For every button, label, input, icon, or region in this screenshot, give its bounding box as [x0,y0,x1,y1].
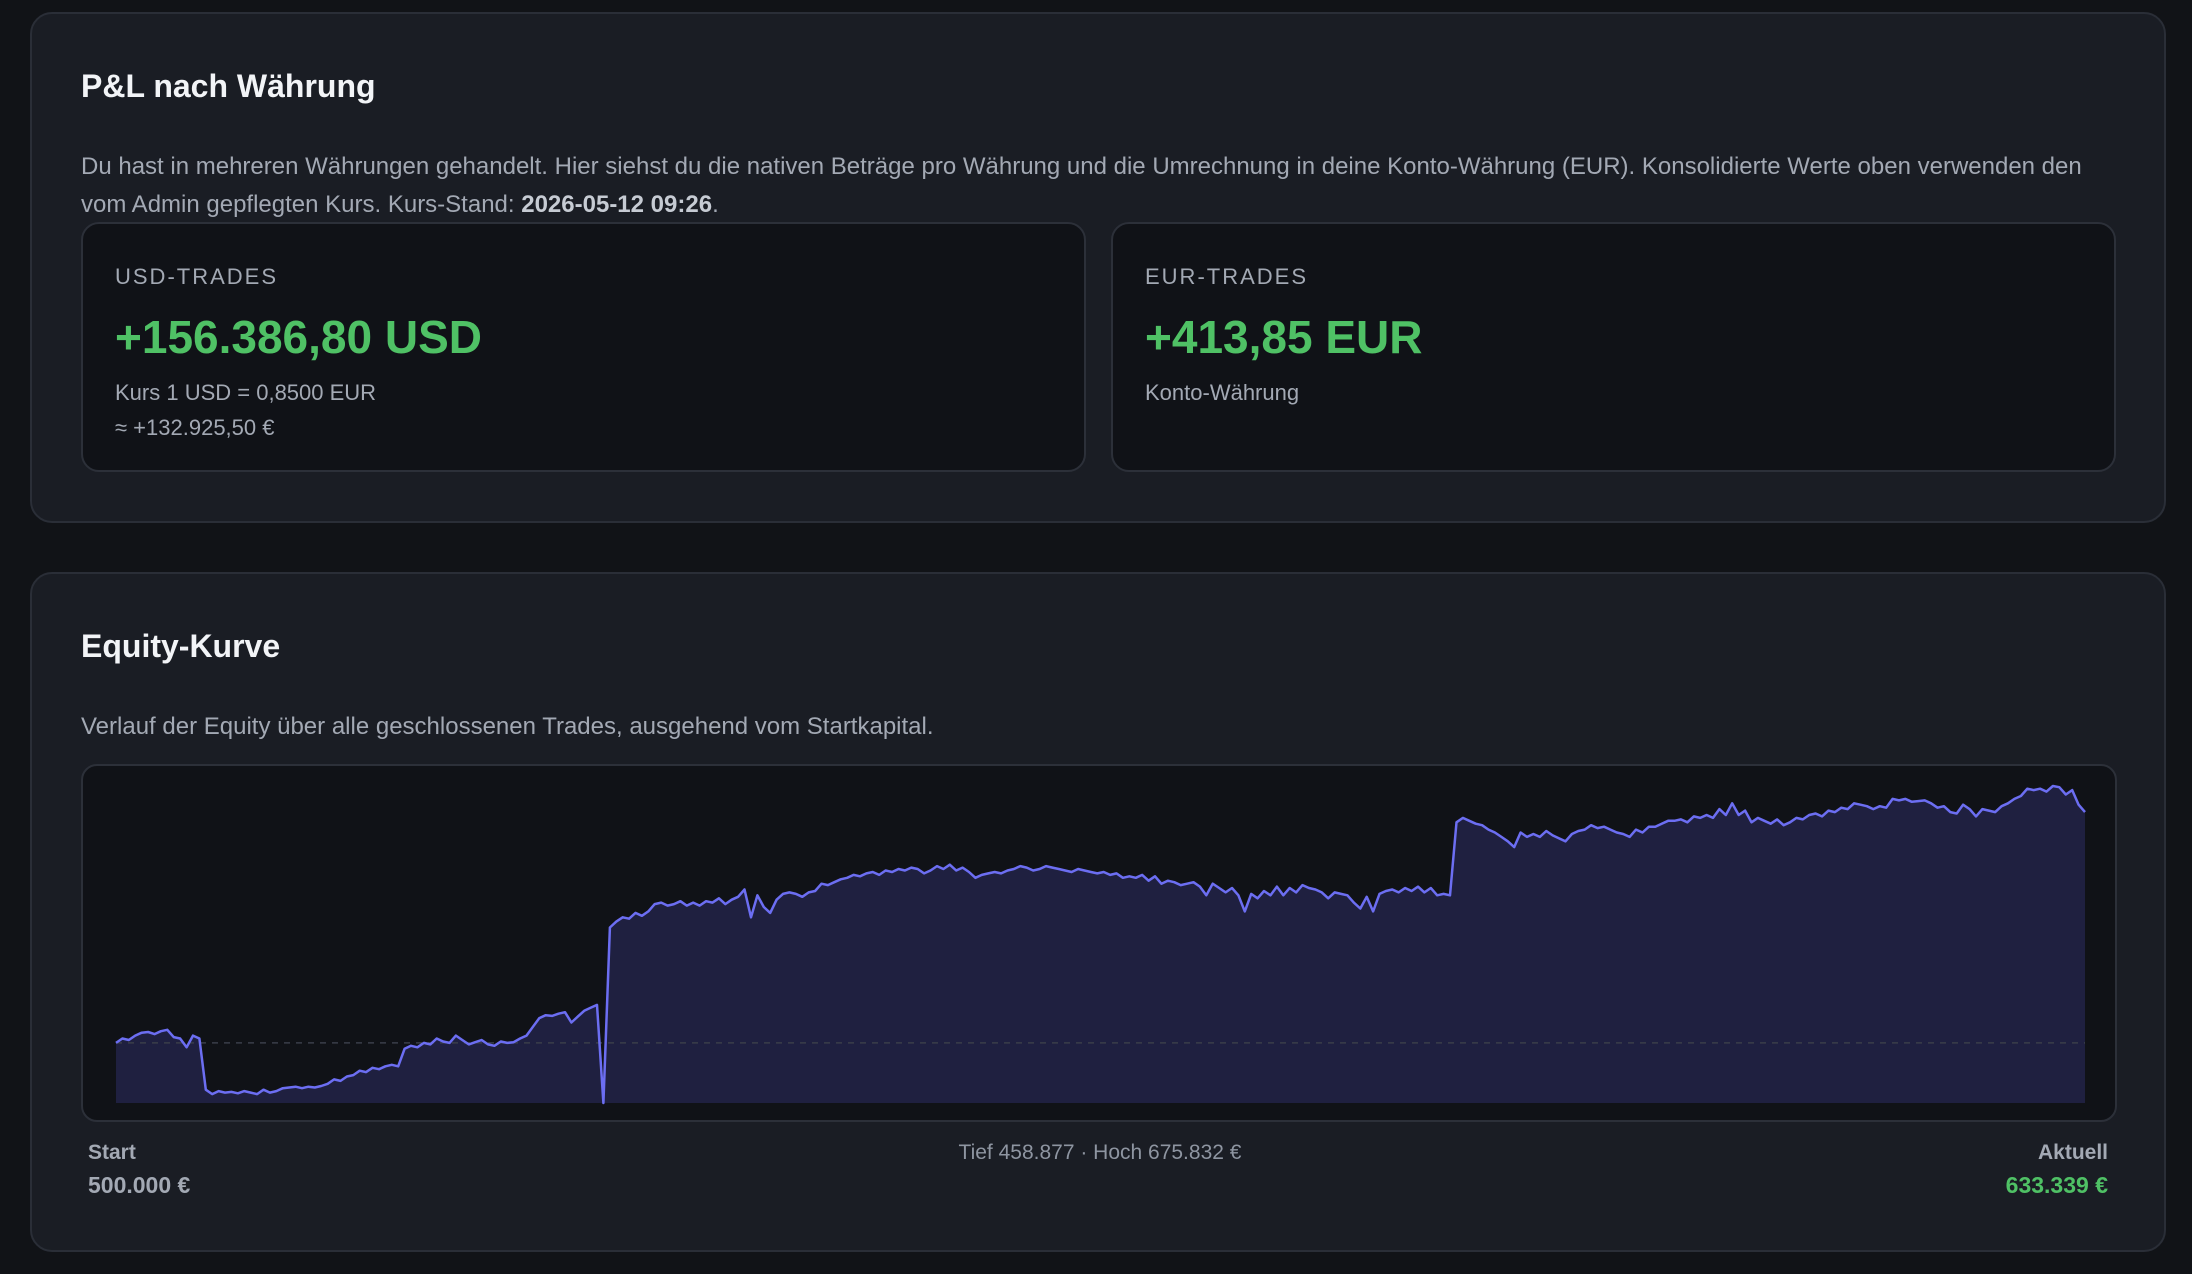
equity-line[interactable] [115,784,2086,1105]
start-value: 500.000 € [88,1172,191,1198]
equity-section-description: Verlauf der Equity über alle geschlossen… [81,713,934,740]
usd-trades-tile: USD-TRADES +156.386,80 USD Kurs 1 USD = … [81,222,1086,472]
pnl-by-currency-card: P&L nach Währung Du hast in mehreren Wäh… [30,12,2166,523]
pnl-section-description: Du hast in mehreren Währungen gehandelt.… [81,148,2121,224]
eur-pnl-value: +413,85 EUR [1145,311,1423,363]
equity-area-fill [116,786,2085,1103]
account-currency-note: Konto-Währung [1145,380,1300,405]
equity-chart[interactable] [81,764,2117,1122]
eur-tile-label: EUR-TRADES [1145,264,1309,289]
equity-section-title: Equity-Kurve [81,628,281,664]
usd-tile-label: USD-TRADES [115,264,279,289]
current-value: 633.339 € [2005,1172,2108,1198]
current-label: Aktuell [2037,1141,2108,1164]
pnl-description-end: . [712,191,719,218]
usd-exchange-rate: Kurs 1 USD = 0,8500 EUR [115,380,377,405]
pnl-section-title: P&L nach Währung [81,68,376,104]
low-high-range: Tief 458.877 · Hoch 675.832 € [958,1141,1242,1164]
equity-chart-svg[interactable] [83,766,2117,1122]
pnl-description-text: Du hast in mehreren Währungen gehandelt.… [81,153,2082,218]
usd-converted-eur: ≈ +132.925,50 € [115,415,275,440]
rate-timestamp: 2026-05-12 09:26 [521,191,713,218]
start-label: Start [88,1141,136,1164]
equity-curve-card: Equity-Kurve Verlauf der Equity über all… [30,572,2166,1252]
eur-trades-tile: EUR-TRADES +413,85 EUR Konto-Währung [1111,222,2116,472]
usd-pnl-value: +156.386,80 USD [115,311,482,363]
